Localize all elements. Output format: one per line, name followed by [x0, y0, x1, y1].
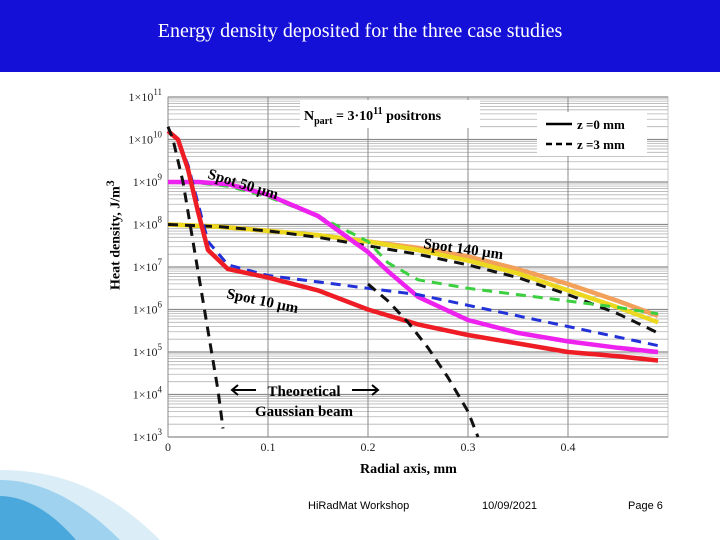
x-tick-label: 0.1	[261, 440, 276, 454]
footer-date: 10/09/2021	[482, 500, 538, 512]
series-line-8	[367, 282, 480, 438]
y-tick-label: 1×104	[133, 385, 163, 402]
y-tick-label: 1×1011	[129, 87, 162, 104]
series-line-1	[167, 222, 659, 325]
footer-workshop: HiRadMat Workshop	[308, 500, 410, 512]
gauss-label-1: Theoretical	[267, 384, 340, 400]
title-banner: Energy density deposited for the three c…	[0, 0, 720, 72]
y-tick-label: 1×108	[133, 215, 163, 232]
legend-box	[537, 112, 647, 156]
slide-title: Energy density deposited for the three c…	[157, 20, 563, 42]
y-tick-label: 1×106	[133, 300, 163, 317]
npart-annotation: Npart = 3·1011 positrons	[304, 106, 442, 127]
series-line-7	[166, 126, 225, 429]
x-axis-label: Radial axis, mm	[360, 462, 457, 477]
legend-label-0: z =0 mm	[577, 117, 625, 132]
y-tick-label: 1×105	[133, 342, 163, 359]
gauss-arrow-left	[230, 384, 256, 396]
decor-swoosh-dark	[0, 496, 76, 540]
x-tick-label: 0.4	[561, 440, 576, 454]
x-tick-label: 0.2	[361, 440, 376, 454]
x-tick-label: 0.3	[461, 440, 476, 454]
series-line-4	[168, 179, 659, 355]
gauss-label-2: Gaussian beam	[255, 404, 353, 420]
y-tick-label: 1×109	[133, 172, 163, 189]
footer-page: Page 6	[628, 500, 663, 512]
y-tick-label: 1×1010	[128, 130, 162, 147]
series-line-6	[166, 129, 659, 363]
series-line-2	[167, 223, 659, 335]
gauss-arrow-right	[352, 384, 380, 396]
y-tick-label: 1×103	[133, 427, 163, 444]
legend-label-1: z =3 mm	[577, 137, 625, 152]
y-tick-label: 1×107	[133, 257, 163, 274]
x-tick-label: 0	[165, 440, 171, 454]
npart-box	[300, 100, 480, 128]
